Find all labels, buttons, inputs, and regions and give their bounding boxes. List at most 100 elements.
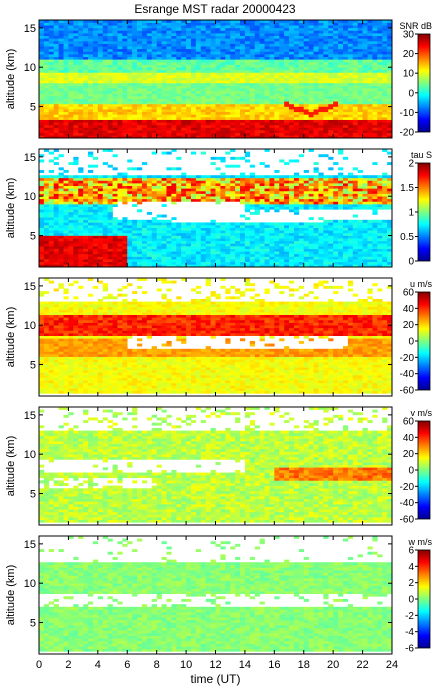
heatmap-cell bbox=[357, 61, 363, 65]
heatmap-cell bbox=[220, 183, 226, 187]
heatmap-cell bbox=[171, 119, 177, 123]
heatmap-cell bbox=[249, 25, 256, 29]
heatmap-cell bbox=[220, 59, 226, 63]
heatmap-cell bbox=[161, 98, 167, 102]
heatmap-cell bbox=[171, 225, 177, 228]
heatmap-cell bbox=[264, 64, 270, 68]
heatmap-cell bbox=[195, 38, 202, 42]
heatmap-cell bbox=[83, 240, 89, 244]
heatmap-cell bbox=[200, 101, 206, 105]
heatmap-cell bbox=[92, 72, 99, 76]
heatmap-cell bbox=[83, 256, 89, 260]
heatmap-cell bbox=[63, 217, 69, 221]
heatmap-cell bbox=[318, 127, 324, 131]
heatmap-cell bbox=[171, 235, 177, 239]
heatmap-cell bbox=[43, 190, 50, 194]
heatmap-cell bbox=[151, 264, 157, 268]
heatmap-cell bbox=[58, 132, 64, 136]
heatmap-cell bbox=[284, 109, 290, 113]
heatmap-cell bbox=[127, 40, 133, 44]
heatmap-cell bbox=[347, 59, 354, 63]
heatmap-cell bbox=[68, 188, 74, 192]
heatmap-cell bbox=[308, 40, 314, 44]
heatmap-cell bbox=[92, 261, 99, 265]
heatmap-cell bbox=[347, 20, 354, 23]
heatmap-cell bbox=[161, 177, 167, 181]
heatmap-cell bbox=[308, 22, 314, 26]
colorbar-tick-label: 20 bbox=[403, 49, 415, 60]
heatmap-cell bbox=[215, 222, 221, 226]
heatmap-cell bbox=[293, 80, 300, 84]
heatmap-cell bbox=[200, 180, 206, 184]
heatmap-cell bbox=[200, 61, 206, 65]
heatmap-cell bbox=[377, 51, 383, 55]
heatmap-cell bbox=[220, 35, 226, 39]
heatmap-cell bbox=[254, 256, 260, 260]
heatmap-cell bbox=[48, 248, 55, 252]
heatmap-cell bbox=[249, 164, 256, 168]
heatmap-cell bbox=[328, 124, 334, 128]
heatmap-cell bbox=[235, 20, 241, 23]
heatmap-cell bbox=[43, 230, 50, 234]
heatmap-cell bbox=[68, 175, 74, 179]
heatmap-cell bbox=[352, 106, 358, 110]
heatmap-cell bbox=[186, 22, 192, 26]
heatmap-cell bbox=[186, 33, 192, 37]
heatmap-cell bbox=[39, 111, 45, 115]
heatmap-cell bbox=[357, 35, 363, 39]
heatmap-cell bbox=[161, 259, 167, 263]
heatmap-cell bbox=[387, 35, 393, 39]
heatmap-cell bbox=[48, 251, 55, 255]
heatmap-cell bbox=[377, 61, 383, 65]
heatmap-cell bbox=[254, 93, 260, 97]
heatmap-cell bbox=[323, 27, 329, 31]
heatmap-cell bbox=[43, 93, 50, 97]
heatmap-cell bbox=[102, 209, 108, 213]
heatmap-cell bbox=[166, 196, 172, 200]
heatmap-cell bbox=[279, 27, 285, 31]
heatmap-cell bbox=[63, 219, 69, 223]
heatmap-cell bbox=[63, 48, 69, 52]
heatmap-cell bbox=[230, 40, 236, 44]
heatmap-cell bbox=[205, 196, 211, 200]
heatmap-cell bbox=[215, 46, 221, 50]
heatmap-cell bbox=[274, 106, 280, 110]
heatmap-cell bbox=[53, 219, 59, 223]
heatmap-cell bbox=[48, 211, 55, 215]
heatmap-cell bbox=[254, 114, 260, 118]
heatmap-cell bbox=[53, 209, 59, 213]
heatmap-cell bbox=[259, 67, 265, 71]
heatmap-cell bbox=[323, 106, 329, 110]
heatmap-cell bbox=[63, 177, 69, 181]
heatmap-cell bbox=[186, 96, 192, 99]
heatmap-cell bbox=[97, 253, 104, 257]
heatmap-cell bbox=[244, 111, 251, 115]
heatmap-cell bbox=[269, 238, 275, 242]
heatmap-cell bbox=[220, 230, 226, 234]
heatmap-cell bbox=[230, 82, 236, 86]
heatmap-cell bbox=[97, 38, 104, 42]
heatmap-cell bbox=[357, 80, 363, 84]
heatmap-cell bbox=[200, 196, 206, 200]
heatmap-cell bbox=[88, 261, 94, 265]
heatmap-cell bbox=[73, 211, 79, 215]
heatmap-cell bbox=[107, 232, 113, 236]
heatmap-cell bbox=[357, 85, 363, 89]
heatmap-cell bbox=[244, 117, 251, 120]
heatmap-cell bbox=[347, 72, 354, 76]
heatmap-cell bbox=[284, 243, 290, 247]
heatmap-cell bbox=[235, 77, 241, 81]
heatmap-cell bbox=[171, 43, 177, 47]
heatmap-cell bbox=[225, 46, 231, 50]
heatmap-cell bbox=[92, 246, 99, 249]
heatmap-cell bbox=[102, 124, 108, 128]
heatmap-cell bbox=[240, 225, 246, 228]
heatmap-cell bbox=[240, 172, 246, 176]
heatmap-cell bbox=[377, 75, 383, 78]
heatmap-cell bbox=[48, 46, 55, 50]
heatmap-cell bbox=[151, 117, 157, 120]
heatmap-cell bbox=[156, 43, 162, 47]
heatmap-cell bbox=[151, 77, 157, 81]
heatmap-cell bbox=[73, 196, 79, 200]
heatmap-cell bbox=[382, 101, 388, 105]
